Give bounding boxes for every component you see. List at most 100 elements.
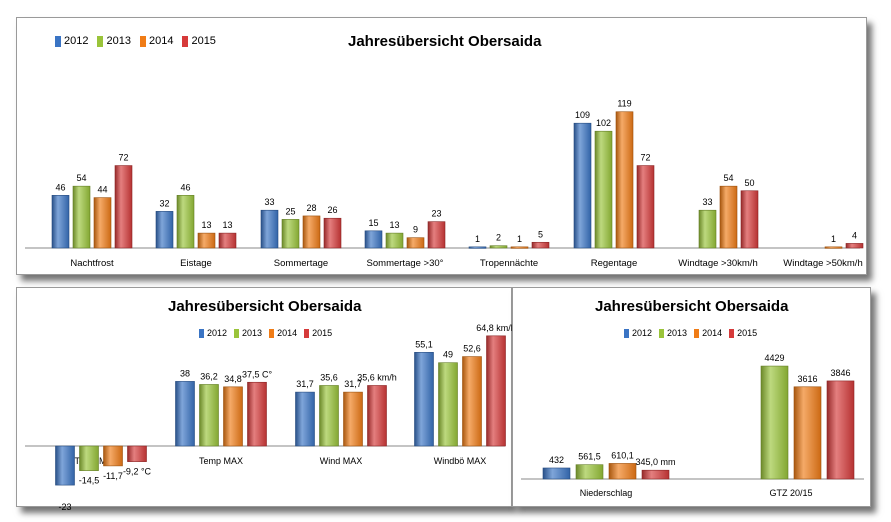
data-label: -11,7	[103, 471, 123, 481]
bar-2014	[719, 185, 738, 249]
bar-2014	[793, 386, 822, 480]
bar-2013	[79, 445, 99, 471]
data-label: 119	[617, 99, 631, 109]
bar-2015	[323, 217, 342, 249]
data-label: 1	[475, 234, 480, 244]
bar-2013	[319, 385, 339, 447]
data-label: -9,2 °C	[123, 467, 152, 477]
bar-2012	[51, 195, 70, 249]
legend-swatch	[199, 328, 204, 338]
legend-item-2015: 2015	[729, 328, 757, 338]
legend-label: 2015	[737, 328, 758, 338]
data-label: 13	[201, 220, 211, 230]
data-label: 50	[744, 178, 754, 188]
data-label: 31,7	[296, 379, 314, 389]
data-label: 33	[264, 197, 274, 207]
data-label: 34,8	[224, 374, 242, 384]
x-tick-label: Regentage	[591, 258, 637, 269]
legend-item-2014: 2014	[139, 35, 174, 47]
data-label: 55,1	[415, 339, 433, 349]
legend-swatch	[624, 328, 629, 338]
legend-label: 2012	[207, 328, 228, 338]
chart-title: Jahresübersicht Obersaida	[595, 298, 789, 315]
data-label: 3846	[830, 368, 850, 378]
x-tick-label: Niederschlag	[580, 488, 633, 498]
legend-label: 2014	[702, 328, 723, 338]
chart-panel-top: Jahresübersicht Obersaida 2012 2013 2014…	[16, 17, 867, 275]
bar-2012	[55, 445, 75, 486]
data-label: 49	[443, 350, 453, 360]
bar-2013	[760, 365, 789, 480]
legend-swatch	[97, 35, 104, 47]
chart-legend: 2012 2013 2014 2015	[55, 35, 216, 47]
legend-item-2014: 2014	[269, 328, 297, 338]
data-label: 13	[389, 220, 399, 230]
legend-item-2015: 2015	[182, 35, 216, 47]
bar-2015	[641, 469, 670, 480]
bar-2012	[364, 230, 383, 249]
data-label: 1	[831, 234, 836, 244]
bar-2015	[740, 190, 759, 249]
bar-2015	[218, 232, 237, 249]
data-label: 432	[549, 455, 564, 465]
legend-swatch	[729, 328, 735, 338]
bar-2013	[698, 209, 717, 249]
x-tick-label: Nachtfrost	[70, 258, 114, 269]
chart-title: Jahresübersicht Obersaida	[168, 298, 362, 315]
legend-item-2015: 2015	[304, 328, 332, 338]
legend-swatch	[182, 35, 189, 47]
bar-2012	[542, 467, 571, 480]
legend-label: 2014	[277, 328, 298, 338]
bar-2014	[462, 356, 482, 447]
x-tick-label: Eistage	[180, 258, 212, 269]
data-label: 44	[97, 185, 107, 195]
bar-2013	[72, 185, 91, 249]
data-label: 13	[222, 220, 232, 230]
legend-swatch	[139, 35, 146, 47]
bar-2015	[636, 165, 655, 249]
chart-legend: 2012 2013 2014 2015	[199, 328, 332, 338]
legend-item-2014: 2014	[694, 328, 722, 338]
data-label: 4	[852, 230, 857, 240]
bar-2012	[468, 246, 487, 249]
x-tick-label: Windbö MAX	[434, 456, 487, 466]
bar-2015	[367, 385, 387, 447]
bar-2012	[573, 122, 592, 249]
legend-item-2012: 2012	[624, 328, 652, 338]
bar-2013	[385, 232, 404, 249]
bar-2015	[127, 445, 147, 462]
data-label: 345,0 mm	[635, 457, 675, 467]
chart-panel-bottom-left: Jahresübersicht Obersaida 2012 2013 2014…	[16, 287, 516, 512]
bar-2013	[281, 219, 300, 249]
data-label: 26	[327, 205, 337, 215]
legend-label: 2015	[191, 35, 216, 47]
bar-2012	[414, 352, 434, 447]
x-tick-label: Temp MAX	[199, 456, 243, 466]
data-label: 72	[640, 153, 650, 163]
bar-2012	[155, 211, 174, 249]
bar-2014	[223, 386, 243, 447]
x-tick-label: Windtage >30km/h	[678, 258, 757, 269]
bar-2015	[845, 243, 864, 249]
data-label: 38	[180, 368, 190, 378]
data-label: 3616	[797, 374, 817, 384]
legend-swatch	[55, 35, 61, 47]
data-label: 4429	[764, 353, 784, 363]
x-tick-label: Sommertage >30°	[367, 258, 444, 269]
legend-label: 2014	[148, 35, 174, 47]
bar-2015	[427, 221, 446, 249]
data-label: -14,5	[79, 476, 100, 486]
bar-2015	[247, 381, 267, 447]
data-label: 25	[285, 206, 295, 216]
legend-item-2013: 2013	[97, 35, 131, 47]
data-label: 9	[413, 225, 418, 235]
legend-label: 2012	[64, 35, 89, 47]
x-tick-label: Sommertage	[274, 258, 328, 269]
bar-2014	[510, 246, 529, 249]
bar-2012	[260, 209, 279, 249]
data-label: 54	[723, 173, 733, 183]
bar-2014	[824, 246, 843, 249]
data-label: 109	[575, 110, 590, 120]
